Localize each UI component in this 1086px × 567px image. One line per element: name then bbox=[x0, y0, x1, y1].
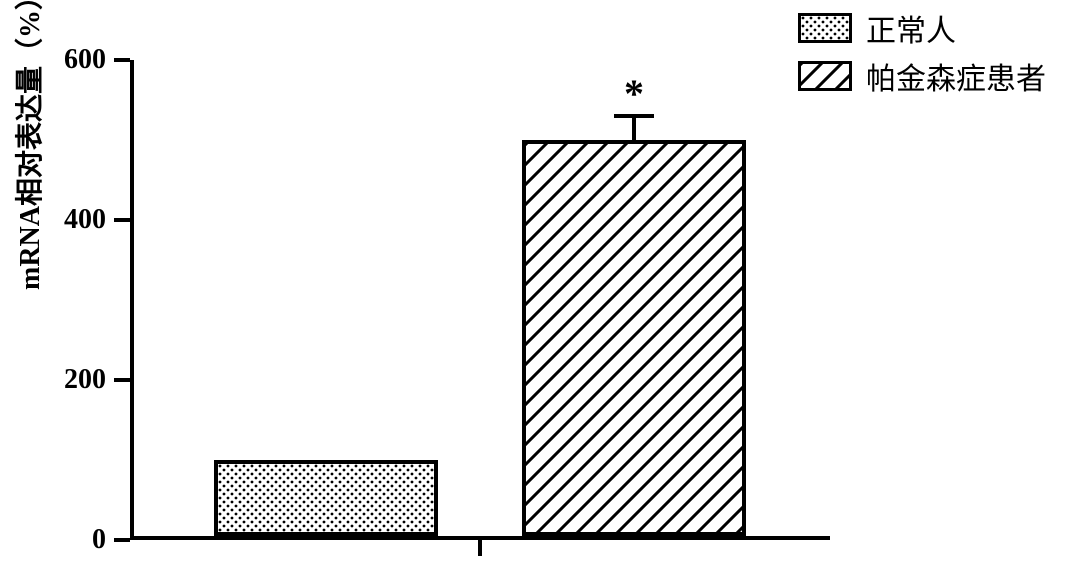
legend: 正常人帕金森症患者 bbox=[798, 6, 1046, 102]
y-tick bbox=[114, 538, 130, 542]
y-tick bbox=[114, 218, 130, 222]
legend-item: 正常人 bbox=[798, 6, 1046, 50]
bar-chart: mRNA相对表达量（%） 0200400600 * 正常人帕金森症患者 bbox=[0, 0, 1086, 567]
legend-label: 正常人 bbox=[866, 6, 956, 50]
x-tick bbox=[478, 540, 482, 556]
legend-label: 帕金森症患者 bbox=[866, 54, 1046, 98]
error-bar bbox=[632, 116, 636, 140]
significance-marker: * bbox=[624, 70, 644, 117]
y-tick-label: 200 bbox=[0, 364, 106, 396]
y-tick-label: 400 bbox=[0, 204, 106, 236]
bar-parkinson bbox=[522, 140, 746, 536]
bar-normal bbox=[214, 460, 438, 536]
legend-swatch bbox=[798, 61, 852, 91]
y-tick bbox=[114, 58, 130, 62]
legend-swatch bbox=[798, 13, 852, 43]
legend-item: 帕金森症患者 bbox=[798, 54, 1046, 98]
y-axis-line bbox=[130, 60, 134, 540]
y-tick bbox=[114, 378, 130, 382]
y-tick-label: 0 bbox=[0, 524, 106, 556]
y-tick-label: 600 bbox=[0, 44, 106, 76]
plot-area: * bbox=[130, 60, 830, 540]
